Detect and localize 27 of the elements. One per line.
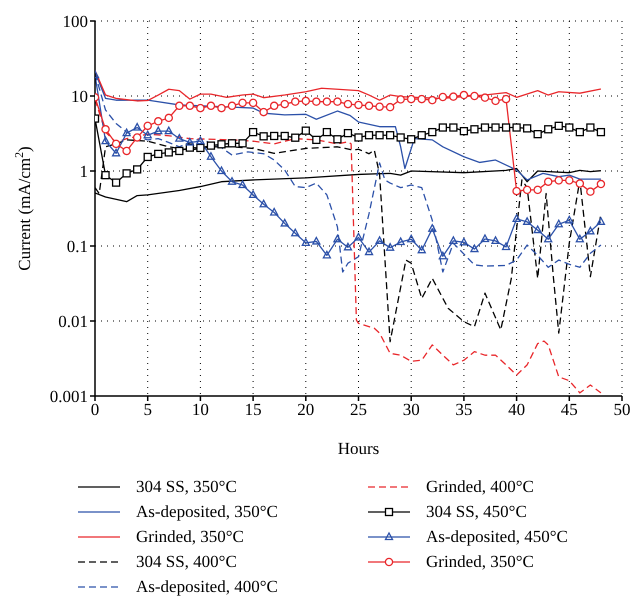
- legend-label: As-deposited, 400°C: [136, 576, 278, 596]
- x-tick-label: 30: [402, 400, 420, 420]
- legend-label: As-deposited, 450°C: [426, 526, 568, 546]
- legend-label: 304 SS, 450°C: [426, 502, 527, 522]
- y-tick-label: 0.1: [66, 237, 88, 256]
- x-tick-label: 5: [143, 400, 152, 420]
- legend-label: 304 SS, 350°C: [136, 476, 237, 496]
- x-tick-label: 15: [244, 400, 262, 420]
- x-tick-label: 45: [560, 400, 578, 420]
- x-tick-label: 50: [614, 400, 630, 420]
- legend-label: As-deposited, 350°C: [136, 502, 278, 522]
- legend-label: 304 SS, 400°C: [136, 552, 237, 572]
- x-tick-label: 0: [90, 400, 100, 420]
- legend-label: Grinded, 350°C: [426, 552, 534, 572]
- y-tick-label: 1: [80, 162, 88, 182]
- y-tick-label: 100: [62, 12, 88, 32]
- legend-label: Grinded, 400°C: [426, 476, 534, 496]
- x-tick-label: 10: [192, 400, 209, 420]
- x-tick-label: 40: [508, 400, 526, 420]
- y-tick-label: 0.01: [58, 312, 88, 332]
- x-tick-label: 35: [455, 400, 472, 420]
- x-axis-title: Hours: [338, 439, 380, 458]
- y-tick-label: 10: [71, 87, 88, 106]
- x-tick-label: 25: [350, 400, 367, 420]
- y-tick-label: 0.001: [50, 387, 88, 406]
- legend-label: Grinded, 350°C: [136, 526, 244, 546]
- x-tick-label: 20: [297, 400, 314, 420]
